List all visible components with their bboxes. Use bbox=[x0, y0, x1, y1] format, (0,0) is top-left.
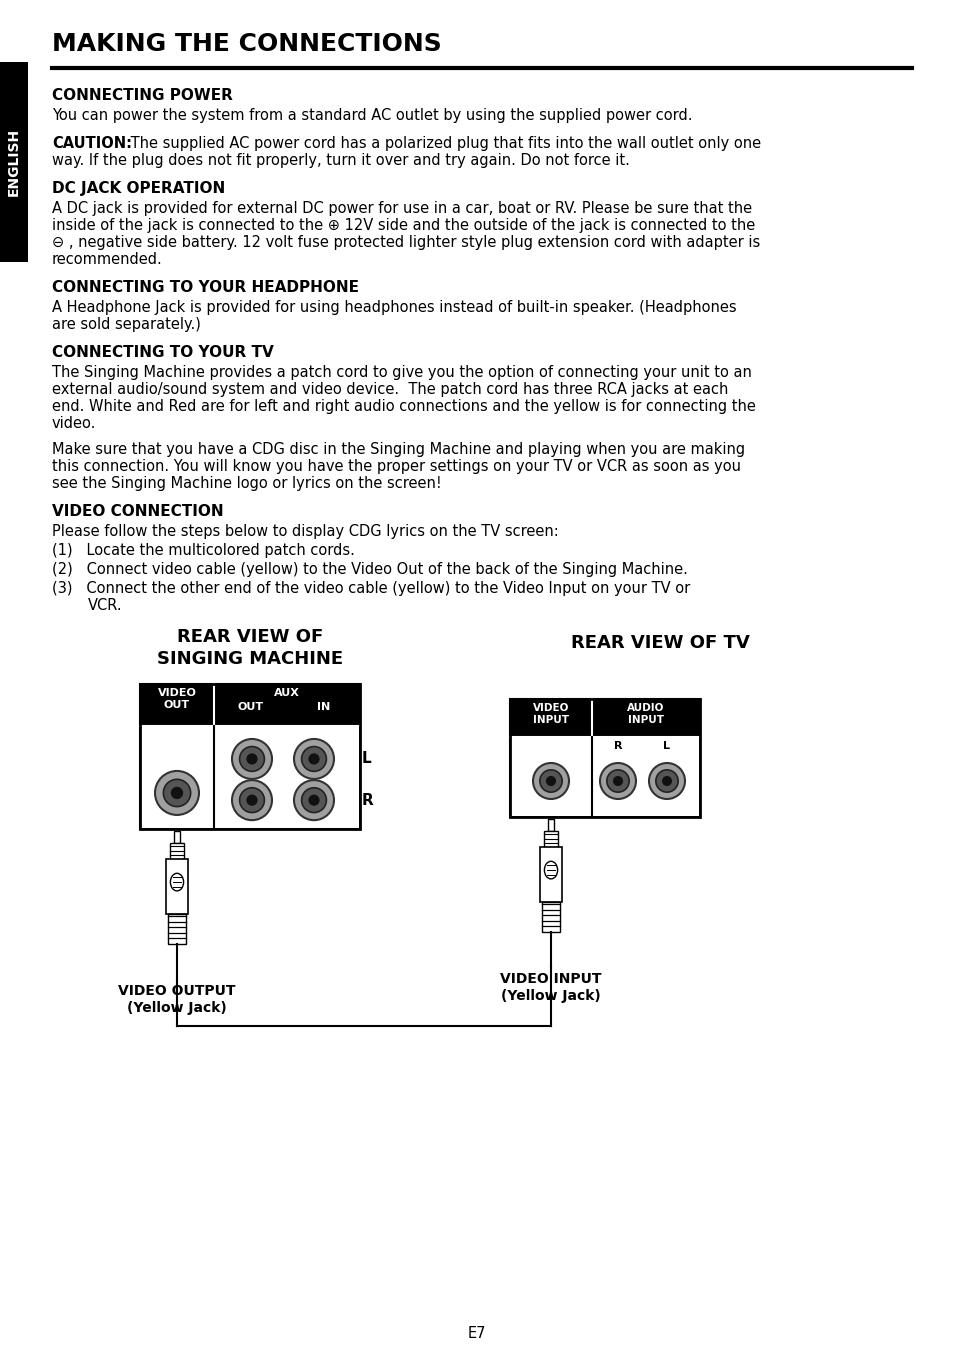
Text: (2)   Connect video cable (yellow) to the Video Out of the back of the Singing M: (2) Connect video cable (yellow) to the … bbox=[52, 562, 687, 577]
Circle shape bbox=[171, 787, 183, 799]
Text: inside of the jack is connected to the ⊕ 12V side and the outside of the jack is: inside of the jack is connected to the ⊕… bbox=[52, 218, 755, 233]
Circle shape bbox=[613, 776, 622, 787]
Text: VCR.: VCR. bbox=[88, 598, 123, 613]
Circle shape bbox=[301, 746, 326, 772]
Circle shape bbox=[308, 795, 319, 806]
Bar bbox=[166, 858, 188, 914]
Text: R: R bbox=[613, 741, 621, 751]
Circle shape bbox=[232, 739, 272, 779]
Text: AUDIO
INPUT: AUDIO INPUT bbox=[627, 703, 664, 724]
Text: L: L bbox=[361, 751, 372, 766]
Ellipse shape bbox=[171, 873, 183, 891]
Bar bbox=[168, 914, 186, 944]
Bar bbox=[140, 684, 359, 829]
Text: CAUTION:: CAUTION: bbox=[52, 135, 132, 152]
Text: A DC jack is provided for external DC power for use in a car, boat or RV. Please: A DC jack is provided for external DC po… bbox=[52, 200, 751, 217]
Bar bbox=[510, 699, 700, 816]
Text: The Singing Machine provides a patch cord to give you the option of connecting y: The Singing Machine provides a patch cor… bbox=[52, 366, 751, 380]
Circle shape bbox=[606, 770, 628, 792]
Text: are sold separately.): are sold separately.) bbox=[52, 317, 201, 332]
Circle shape bbox=[599, 764, 636, 799]
Circle shape bbox=[648, 764, 684, 799]
Circle shape bbox=[294, 780, 334, 821]
Text: The supplied AC power cord has a polarized plug that fits into the wall outlet o: The supplied AC power cord has a polariz… bbox=[126, 135, 760, 152]
Bar bbox=[511, 737, 699, 816]
Text: A Headphone Jack is provided for using headphones instead of built-in speaker. (: A Headphone Jack is provided for using h… bbox=[52, 301, 736, 315]
Text: see the Singing Machine logo or lyrics on the screen!: see the Singing Machine logo or lyrics o… bbox=[52, 477, 441, 492]
Text: VIDEO INPUT
(Yellow Jack): VIDEO INPUT (Yellow Jack) bbox=[499, 972, 601, 1003]
Text: IN: IN bbox=[317, 701, 331, 712]
Text: video.: video. bbox=[52, 416, 96, 431]
Circle shape bbox=[246, 795, 257, 806]
Circle shape bbox=[246, 753, 257, 765]
Bar bbox=[140, 684, 359, 829]
Text: (1)   Locate the multicolored patch cords.: (1) Locate the multicolored patch cords. bbox=[52, 543, 355, 558]
Text: You can power the system from a standard AC outlet by using the supplied power c: You can power the system from a standard… bbox=[52, 108, 692, 123]
Ellipse shape bbox=[544, 861, 557, 879]
Circle shape bbox=[308, 753, 319, 765]
Circle shape bbox=[163, 780, 191, 807]
Text: OUT: OUT bbox=[237, 701, 264, 712]
Text: Make sure that you have a CDG disc in the Singing Machine and playing when you a: Make sure that you have a CDG disc in th… bbox=[52, 441, 744, 458]
Circle shape bbox=[239, 746, 264, 772]
Circle shape bbox=[545, 776, 556, 787]
Text: REAR VIEW OF TV: REAR VIEW OF TV bbox=[570, 634, 749, 653]
Bar bbox=[539, 848, 561, 902]
Circle shape bbox=[539, 770, 561, 792]
Text: CONNECTING TO YOUR TV: CONNECTING TO YOUR TV bbox=[52, 345, 274, 360]
Text: VIDEO
INPUT: VIDEO INPUT bbox=[533, 703, 569, 724]
Text: this connection. You will know you have the proper settings on your TV or VCR as: this connection. You will know you have … bbox=[52, 459, 740, 474]
Text: AUX: AUX bbox=[274, 688, 299, 699]
Circle shape bbox=[232, 780, 272, 821]
Circle shape bbox=[301, 788, 326, 812]
Bar bbox=[141, 726, 358, 829]
Text: ⊖ , negative side battery. 12 volt fuse protected lighter style plug extension c: ⊖ , negative side battery. 12 volt fuse … bbox=[52, 236, 760, 250]
Circle shape bbox=[239, 788, 264, 812]
Circle shape bbox=[661, 776, 671, 787]
Text: MAKING THE CONNECTIONS: MAKING THE CONNECTIONS bbox=[52, 32, 441, 56]
Text: Please follow the steps below to display CDG lyrics on the TV screen:: Please follow the steps below to display… bbox=[52, 524, 558, 539]
Text: end. White and Red are for left and right audio connections and the yellow is fo: end. White and Red are for left and righ… bbox=[52, 399, 755, 414]
Text: ENGLISH: ENGLISH bbox=[7, 127, 21, 196]
Bar bbox=[510, 699, 700, 816]
Circle shape bbox=[655, 770, 678, 792]
Text: VIDEO
OUT: VIDEO OUT bbox=[157, 688, 196, 709]
Text: VIDEO CONNECTION: VIDEO CONNECTION bbox=[52, 504, 223, 519]
Text: CONNECTING POWER: CONNECTING POWER bbox=[52, 88, 233, 103]
Text: VIDEO OUTPUT
(Yellow Jack): VIDEO OUTPUT (Yellow Jack) bbox=[118, 984, 235, 1016]
Text: way. If the plug does not fit properly, turn it over and try again. Do not force: way. If the plug does not fit properly, … bbox=[52, 153, 629, 168]
Bar bbox=[170, 844, 184, 858]
Text: CONNECTING TO YOUR HEADPHONE: CONNECTING TO YOUR HEADPHONE bbox=[52, 280, 358, 295]
Bar bbox=[547, 819, 554, 831]
Text: DC JACK OPERATION: DC JACK OPERATION bbox=[52, 181, 225, 196]
Text: recommended.: recommended. bbox=[52, 252, 163, 267]
Text: R: R bbox=[361, 792, 374, 807]
Text: REAR VIEW OF
SINGING MACHINE: REAR VIEW OF SINGING MACHINE bbox=[157, 628, 343, 669]
Circle shape bbox=[294, 739, 334, 779]
Text: L: L bbox=[662, 741, 670, 751]
Circle shape bbox=[533, 764, 568, 799]
Bar bbox=[0, 62, 28, 263]
Bar bbox=[173, 831, 180, 844]
Bar bbox=[541, 902, 559, 932]
Text: E7: E7 bbox=[467, 1326, 486, 1340]
Text: external audio/sound system and video device.  The patch cord has three RCA jack: external audio/sound system and video de… bbox=[52, 382, 727, 397]
Bar bbox=[543, 831, 558, 848]
Text: (3)   Connect the other end of the video cable (yellow) to the Video Input on yo: (3) Connect the other end of the video c… bbox=[52, 581, 690, 596]
Circle shape bbox=[154, 770, 199, 815]
